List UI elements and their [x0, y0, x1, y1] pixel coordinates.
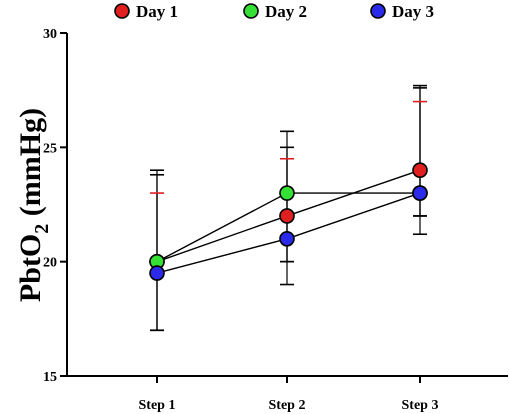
data-point-day-1 [279, 208, 295, 224]
series-line-day-2 [156, 192, 420, 263]
legend: Day 1 Day 2 Day 3 [114, 2, 434, 21]
y-tick-label: 30 [43, 27, 57, 42]
data-point-day-2 [279, 185, 295, 201]
y-tick-label: 20 [43, 256, 57, 271]
data-point-day-1 [412, 162, 428, 178]
data-point-day-3 [412, 185, 428, 201]
data-point-day-3 [279, 231, 295, 247]
x-tick-label: Step 2 [269, 398, 306, 413]
data-points [149, 162, 428, 281]
y-axis-title-subscript: 2 [31, 224, 53, 234]
y-axis-title-unit: (mmHg) [14, 108, 47, 224]
y-tick-label: 15 [43, 370, 57, 385]
data-point-day-3 [149, 265, 165, 281]
y-axis-title-main: PbtO [14, 234, 47, 302]
x-tick-label: Step 1 [139, 398, 176, 413]
x-tick-label: Step 3 [402, 398, 439, 413]
error-bars [150, 84, 427, 332]
legend-label: Day 2 [265, 2, 307, 21]
legend-marker-day-1 [114, 3, 130, 19]
legend-label: Day 3 [392, 2, 434, 21]
legend-label: Day 1 [136, 2, 178, 21]
y-axis-title: PbtO2 (mmHg) [14, 108, 53, 302]
axes: 15 20 25 30 Step 1 Step 2 Step 3 [43, 27, 508, 413]
y-tick-label: 25 [43, 141, 57, 156]
legend-marker-day-3 [370, 3, 386, 19]
legend-marker-day-2 [243, 3, 259, 19]
